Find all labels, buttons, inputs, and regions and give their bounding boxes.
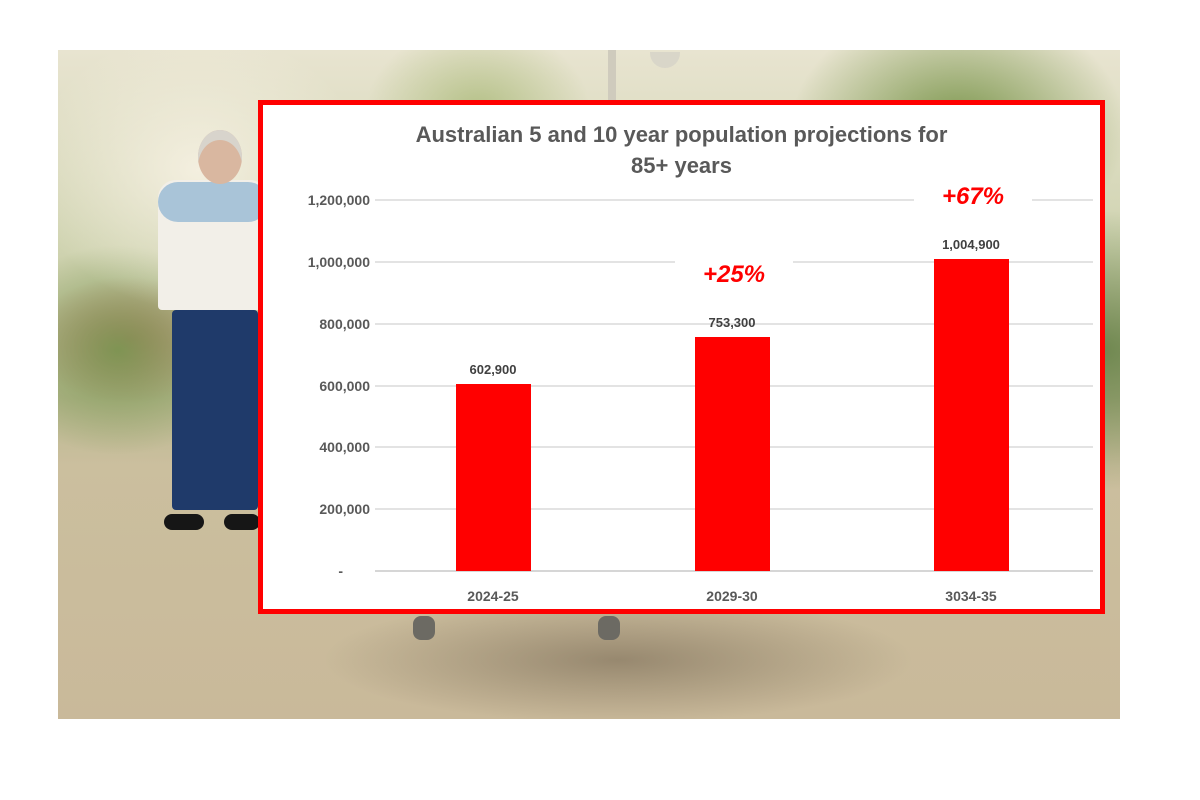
bar-2024-25 <box>456 384 531 571</box>
y-tick-label: 400,000 <box>319 439 370 455</box>
x-tick-label: 2029-30 <box>706 588 758 604</box>
bar-value-label: 753,300 <box>708 315 756 330</box>
x-tick-label: 3034-35 <box>945 588 997 604</box>
y-tick-label: 200,000 <box>319 501 370 517</box>
y-tick-label: - <box>338 563 343 579</box>
y-tick-label: 1,000,000 <box>307 254 370 270</box>
gridline-1200000 <box>375 199 1093 201</box>
bar-value-label: 1,004,900 <box>942 237 1000 252</box>
elderly-man-figure <box>158 130 268 550</box>
x-axis-baseline <box>375 570 1093 572</box>
street-lamp-pole <box>608 50 616 100</box>
street-lamp-head <box>650 52 680 68</box>
y-tick-label: 1,200,000 <box>307 192 370 208</box>
chart-title: Australian 5 and 10 year population proj… <box>415 122 948 178</box>
chart-panel: Australian 5 and 10 year population proj… <box>258 100 1105 614</box>
gridline-800000 <box>375 323 1093 325</box>
walker-wheel <box>413 616 435 640</box>
x-tick-label: 2024-25 <box>467 588 519 604</box>
bar-value-label: 602,900 <box>469 362 517 377</box>
bar-3034-35 <box>934 259 1009 571</box>
growth-annotation-67: +67% <box>914 183 1032 211</box>
walker-wheel <box>598 616 620 640</box>
y-tick-label: 600,000 <box>319 378 370 394</box>
growth-annotation-25: +25% <box>675 261 793 289</box>
bar-2029-30 <box>695 337 770 571</box>
y-tick-label: 800,000 <box>319 316 370 332</box>
